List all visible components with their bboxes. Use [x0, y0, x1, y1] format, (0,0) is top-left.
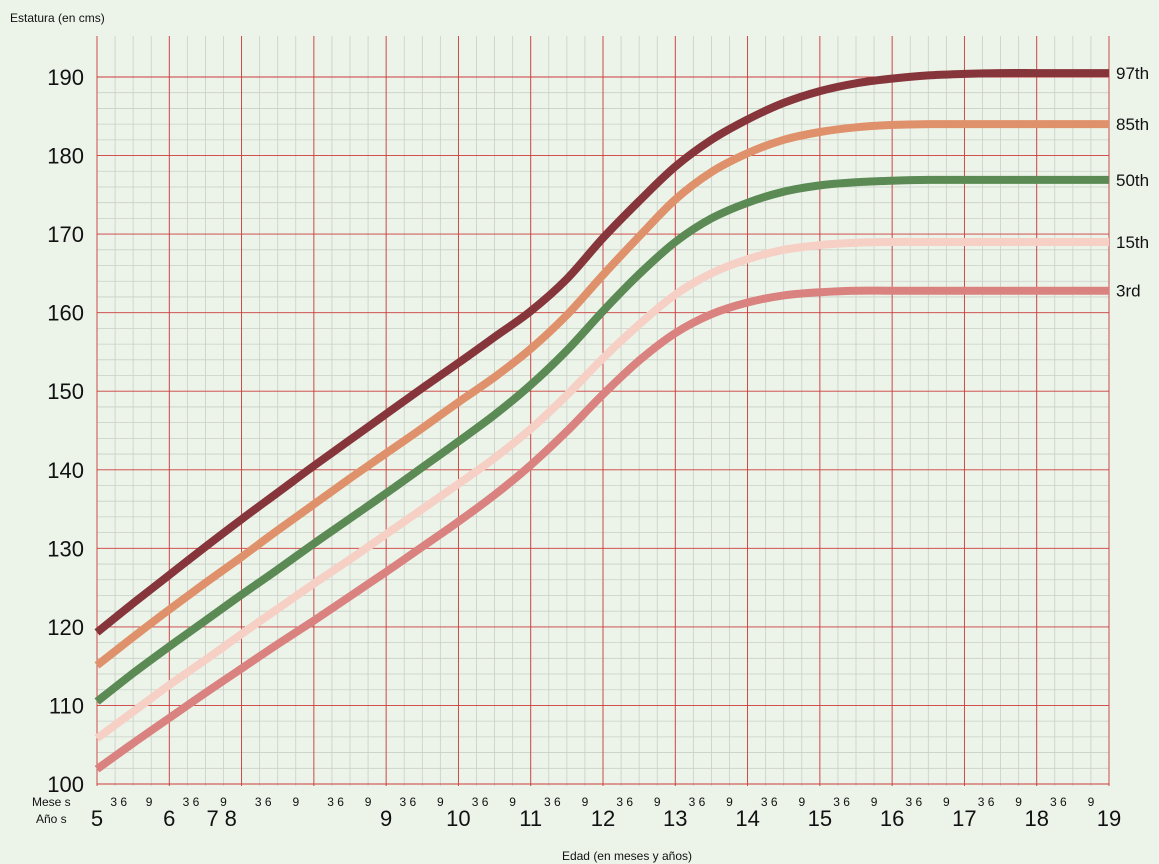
year-tick-label: 7	[207, 806, 219, 831]
series-line-97th	[94, 69, 1109, 636]
year-tick-labels: 5 6 7 8 9 10 11 12 13 14 15 16 17 18 19	[91, 806, 1121, 831]
year-tick-label: 19	[1097, 806, 1121, 831]
major-grid	[96, 36, 1110, 786]
series-label-50th: 50th	[1116, 171, 1149, 190]
series-label-97th: 97th	[1116, 64, 1149, 83]
y-tick-label: 170	[47, 222, 84, 247]
month-tick-label: 9	[582, 795, 589, 809]
y-tick-label: 140	[47, 458, 84, 483]
y-tick-label: 190	[47, 65, 84, 90]
month-tick-label: 3 6	[689, 795, 706, 809]
month-tick-label: 3 6	[616, 795, 633, 809]
year-tick-label: 12	[591, 806, 615, 831]
month-tick-labels: 3 6 9 3 6 9 3 6 9 3 6 9 3 6 9 3 6 9 3 6 9 3 6 9 3 6 9 3 6 9…	[110, 795, 1094, 809]
month-tick-label: 9	[1015, 795, 1022, 809]
month-tick-label: 9	[292, 795, 299, 809]
month-tick-label: 9	[943, 795, 950, 809]
month-tick-label: 9	[871, 795, 878, 809]
year-tick-label: 16	[880, 806, 904, 831]
series-line-3rd	[94, 286, 1109, 773]
year-tick-label: 6	[163, 806, 175, 831]
month-tick-label: 9	[220, 795, 227, 809]
years-row-label: Año s	[36, 812, 67, 826]
month-tick-label: 3 6	[110, 795, 127, 809]
month-tick-label: 3 6	[399, 795, 416, 809]
year-tick-label: 5	[91, 806, 103, 831]
months-row-label: Mese s	[32, 795, 71, 809]
x-axis-title: Edad (en meses y años)	[562, 849, 692, 863]
month-tick-label: 9	[509, 795, 516, 809]
month-tick-label: 3 6	[472, 795, 489, 809]
month-tick-label: 3 6	[978, 795, 995, 809]
series-lines	[94, 69, 1109, 773]
month-tick-label: 3 6	[905, 795, 922, 809]
month-tick-label: 9	[1088, 795, 1095, 809]
y-tick-label: 160	[47, 301, 84, 326]
series-line-15th	[94, 237, 1109, 742]
year-tick-label: 15	[808, 806, 832, 831]
y-tick-label: 110	[49, 693, 84, 718]
year-tick-label: 13	[663, 806, 687, 831]
month-tick-label: 3 6	[833, 795, 850, 809]
month-tick-label: 9	[726, 795, 733, 809]
y-tick-label: 130	[47, 536, 84, 561]
y-tick-label: 120	[47, 615, 84, 640]
year-tick-label: 14	[735, 806, 759, 831]
month-tick-label: 3 6	[761, 795, 778, 809]
year-tick-label: 10	[446, 806, 470, 831]
series-line-85th	[94, 120, 1109, 669]
month-tick-label: 9	[654, 795, 661, 809]
month-tick-label: 9	[146, 795, 153, 809]
y-tick-label: 150	[47, 379, 84, 404]
year-tick-label: 8	[225, 806, 237, 831]
series-end-labels: 97th 85th 50th 15th 3rd	[1116, 64, 1149, 301]
series-label-85th: 85th	[1116, 115, 1149, 134]
series-line-50th	[94, 175, 1109, 705]
month-tick-label: 3 6	[255, 795, 272, 809]
y-tick-label: 100	[47, 772, 84, 797]
month-tick-label: 3 6	[327, 795, 344, 809]
month-tick-label: 3 6	[544, 795, 561, 809]
month-tick-label: 3 6	[183, 795, 200, 809]
year-tick-label: 9	[380, 806, 392, 831]
year-tick-label: 17	[952, 806, 976, 831]
month-tick-label: 9	[365, 795, 372, 809]
y-axis-tick-labels: 100 110 120 130 140 150 160 170 180 190	[47, 65, 84, 797]
series-label-3rd: 3rd	[1116, 282, 1141, 301]
year-tick-label: 18	[1024, 806, 1048, 831]
series-label-15th: 15th	[1116, 233, 1149, 252]
y-tick-label: 180	[47, 144, 84, 169]
y-axis-title: Estatura (en cms)	[10, 11, 105, 25]
month-tick-label: 9	[798, 795, 805, 809]
month-tick-label: 3 6	[1050, 795, 1067, 809]
year-tick-label: 11	[519, 806, 542, 831]
month-tick-label: 9	[437, 795, 444, 809]
